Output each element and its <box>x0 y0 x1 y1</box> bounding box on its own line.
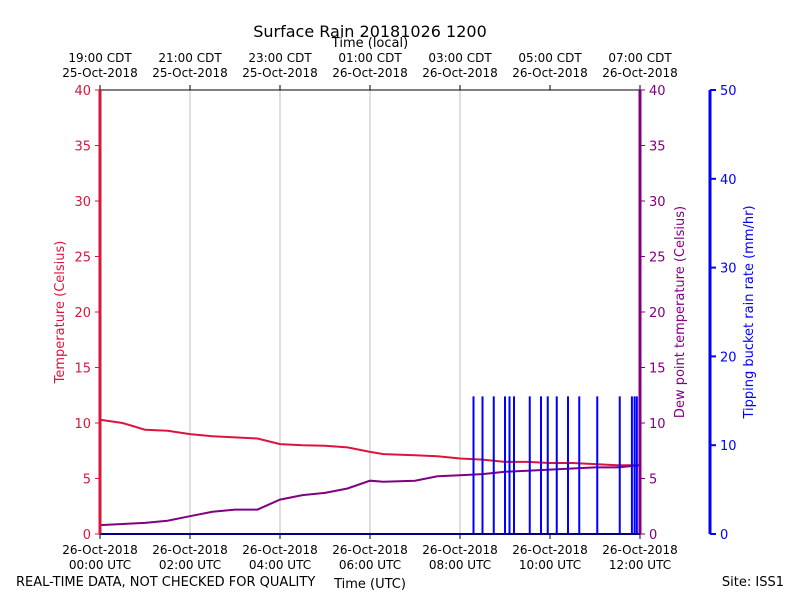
local-tick-time: 01:00 CDT <box>338 51 402 65</box>
x-axis-label: Time (UTC) <box>333 577 406 592</box>
utc-tick-time: 02:00 UTC <box>159 558 221 572</box>
rain-rate-tick-label: 50 <box>720 84 737 99</box>
local-tick-time: 03:00 CDT <box>428 51 492 65</box>
utc-tick-time: 08:00 UTC <box>429 558 491 572</box>
ticks-layer: 0 5 10 15 20 25 30 35 40 0 5 10 15 20 25 30 35 40 0 10 20 30 4… <box>62 51 736 572</box>
local-tick-time: 19:00 CDT <box>68 51 132 65</box>
temperature-tick-label: 0 <box>83 528 91 543</box>
dewpoint-tick-label: 15 <box>649 362 666 377</box>
rain-rate-axis-label: Tipping bucket rain rate (mm/hr) <box>742 205 757 419</box>
dewpoint-tick-label: 20 <box>649 306 666 321</box>
local-tick-date: 26-Oct-2018 <box>512 66 588 80</box>
dewpoint-line <box>99 464 641 527</box>
utc-tick-time: 04:00 UTC <box>249 558 311 572</box>
local-tick-date: 26-Oct-2018 <box>422 66 498 80</box>
dewpoint-tick-label: 25 <box>649 251 666 266</box>
utc-tick-date: 26-Oct-2018 <box>602 543 678 557</box>
chart-title: Surface Rain 20181026 1200 <box>253 22 487 41</box>
data-quality-note: REAL-TIME DATA, NOT CHECKED FOR QUALITY <box>16 575 316 590</box>
utc-tick-time: 12:00 UTC <box>609 558 671 572</box>
temperature-tick-label: 10 <box>74 417 91 432</box>
local-tick-time: 21:00 CDT <box>158 51 222 65</box>
rain-rate-tick-label: 40 <box>720 173 737 188</box>
series-layer <box>99 396 641 535</box>
local-tick-time: 07:00 CDT <box>608 51 672 65</box>
local-tick-date: 26-Oct-2018 <box>332 66 408 80</box>
temperature-tick-label: 25 <box>74 251 91 266</box>
local-tick-date: 26-Oct-2018 <box>602 66 678 80</box>
rain-rate-tick-label: 0 <box>720 528 728 543</box>
local-tick-time: 23:00 CDT <box>248 51 312 65</box>
dewpoint-tick-label: 5 <box>649 473 657 488</box>
dewpoint-tick-label: 0 <box>649 528 657 543</box>
temperature-axis-label: Temperature (Celsius) <box>53 241 68 385</box>
top-axis-title: Time (local) <box>331 36 408 51</box>
utc-tick-date: 26-Oct-2018 <box>62 543 138 557</box>
utc-tick-date: 26-Oct-2018 <box>512 543 588 557</box>
temperature-tick-label: 35 <box>74 140 91 155</box>
gridlines <box>189 90 461 534</box>
rain-rate-tick-label: 30 <box>720 262 737 277</box>
local-tick-date: 25-Oct-2018 <box>152 66 228 80</box>
utc-tick-time: 10:00 UTC <box>519 558 581 572</box>
utc-tick-time: 00:00 UTC <box>69 558 131 572</box>
utc-tick-date: 26-Oct-2018 <box>152 543 228 557</box>
dewpoint-tick-label: 35 <box>649 140 666 155</box>
utc-tick-date: 26-Oct-2018 <box>422 543 498 557</box>
dewpoint-axis-label: Dew point temperature (Celsius) <box>673 206 688 418</box>
local-tick-date: 25-Oct-2018 <box>242 66 318 80</box>
temperature-tick-label: 30 <box>74 195 91 210</box>
local-tick-time: 05:00 CDT <box>518 51 582 65</box>
temperature-line <box>99 418 640 467</box>
dewpoint-tick-label: 40 <box>649 84 666 99</box>
utc-tick-date: 26-Oct-2018 <box>242 543 318 557</box>
site-label: Site: ISS1 <box>721 575 784 590</box>
local-tick-date: 25-Oct-2018 <box>62 66 138 80</box>
temperature-tick-label: 5 <box>83 473 91 488</box>
rain-rate-series <box>100 396 640 535</box>
rain-rate-tick-label: 20 <box>720 350 737 365</box>
temperature-tick-label: 40 <box>74 84 91 99</box>
dewpoint-tick-label: 30 <box>649 195 666 210</box>
dewpoint-tick-label: 10 <box>649 417 666 432</box>
rain-rate-tick-label: 10 <box>720 439 737 454</box>
temperature-tick-label: 15 <box>74 362 91 377</box>
utc-tick-date: 26-Oct-2018 <box>332 543 408 557</box>
utc-tick-time: 06:00 UTC <box>339 558 401 572</box>
temperature-tick-label: 20 <box>74 306 91 321</box>
